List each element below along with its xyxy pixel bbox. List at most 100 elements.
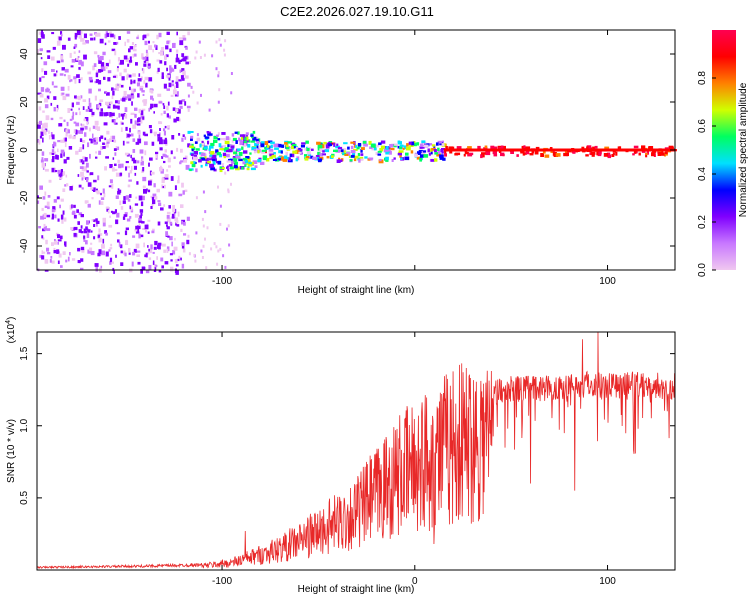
signal-cell [210,142,215,146]
noise-cell [79,138,83,142]
noise-cell [224,39,227,43]
noise-cell [146,59,149,63]
signal-cell [338,149,341,153]
noise-cell [120,84,124,88]
noise-cell [183,159,187,163]
noise-cell [150,171,155,175]
noise-cell [38,31,42,35]
spectrogram-y-ticks: -40 -20 0 20 40 [19,48,675,253]
noise-cell [75,96,79,100]
noise-cell [180,228,183,232]
noise-cell [100,135,104,139]
noise-cell [51,158,55,163]
signal-cell [385,151,389,155]
noise-cell [44,269,49,272]
signal-cell [232,147,234,151]
noise-cell [172,107,176,111]
noise-cell [137,261,141,265]
noise-cell [41,163,46,168]
noise-cell [113,119,116,125]
noise-cell [217,132,220,136]
noise-cell [97,32,101,37]
noise-cell [109,138,112,142]
noise-cell [95,137,99,142]
noise-cell [148,40,150,44]
noise-cell [187,108,190,112]
noise-cell [203,53,206,57]
signal-cell [586,146,589,149]
noise-cell [128,98,132,101]
noise-cell [131,165,133,171]
noise-cell [165,45,169,50]
noise-cell [133,248,137,253]
noise-cell [213,242,216,246]
noise-cell [112,104,116,109]
noise-cell [157,221,161,226]
noise-cell [169,48,172,53]
noise-cell [105,232,108,236]
noise-cell [114,50,117,56]
noise-cell [64,74,66,77]
noise-cell [39,48,43,52]
signal-cell [242,161,246,165]
signal-cell [423,154,429,158]
noise-cell [85,109,89,112]
noise-cell [99,137,101,142]
noise-cell [141,221,145,224]
signal-cell [379,148,384,152]
noise-cell [129,134,131,137]
noise-cell [187,82,191,87]
noise-cell [51,149,55,153]
noise-cell [175,83,179,88]
noise-cell [137,78,142,82]
noise-cell [129,194,132,198]
signal-cell [297,148,303,152]
signal-cell [253,149,257,154]
noise-cell [57,148,59,153]
noise-cell [127,94,131,99]
noise-cell [215,67,218,71]
snr-x-ticks: -100 0 100 [212,332,616,587]
noise-cell [122,140,125,146]
noise-cell [124,152,129,156]
noise-cell [152,49,154,53]
noise-cell [89,108,93,112]
noise-cell [40,57,43,60]
noise-cell [132,235,136,238]
signal-cell [258,145,262,149]
noise-cell [157,136,160,142]
noise-cell [106,92,110,96]
noise-cell [116,232,120,235]
noise-cell [158,52,161,55]
noise-cell [47,195,51,198]
noise-cell [153,131,158,135]
noise-cell [219,43,222,47]
noise-cell [142,68,145,74]
noise-cell [157,242,162,246]
noise-cell [120,250,123,254]
noise-cell [166,169,169,172]
signal-cell [255,138,259,142]
noise-cell [101,244,105,249]
signal-cell [207,133,210,136]
noise-cell [90,187,94,190]
noise-cell [102,146,106,149]
noise-cell [64,137,67,142]
noise-cell [171,80,174,83]
noise-cell [187,31,190,36]
signal-cell [257,159,262,163]
signal-cell [228,164,233,167]
snr-panel: 0.5 1.0 1.5 -100 0 100 Height of straight li… [5,317,676,595]
noise-cell [122,216,126,220]
noise-cell [113,88,117,91]
noise-cell [59,173,62,178]
noise-cell [56,108,59,112]
signal-cell [337,159,343,162]
signal-cell [500,145,504,149]
noise-cell [199,154,202,158]
noise-cell [116,41,119,45]
signal-cell [243,140,247,144]
noise-cell [152,199,156,205]
signal-cell [219,166,223,169]
signal-cell [250,140,256,143]
